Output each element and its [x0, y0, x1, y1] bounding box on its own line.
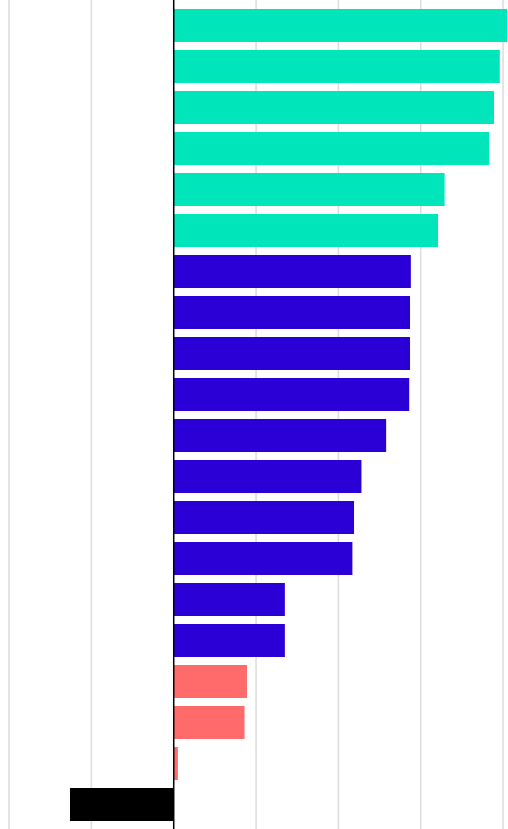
- bar: [173, 255, 411, 288]
- bar: [173, 419, 387, 452]
- bar: [173, 132, 490, 165]
- bar: [173, 214, 439, 247]
- bar: [69, 788, 174, 821]
- bar: [173, 337, 411, 370]
- bar: [173, 583, 285, 616]
- bar: [173, 173, 445, 206]
- bar: [173, 460, 362, 493]
- bar: [173, 747, 178, 780]
- bar: [173, 378, 410, 411]
- bar: [173, 91, 495, 124]
- bar: [173, 50, 500, 83]
- bar: [173, 624, 285, 657]
- bar: [173, 706, 245, 739]
- bar: [173, 9, 508, 42]
- bar: [173, 542, 353, 575]
- bar: [173, 665, 248, 698]
- bar: [173, 501, 355, 534]
- bar: [173, 296, 411, 329]
